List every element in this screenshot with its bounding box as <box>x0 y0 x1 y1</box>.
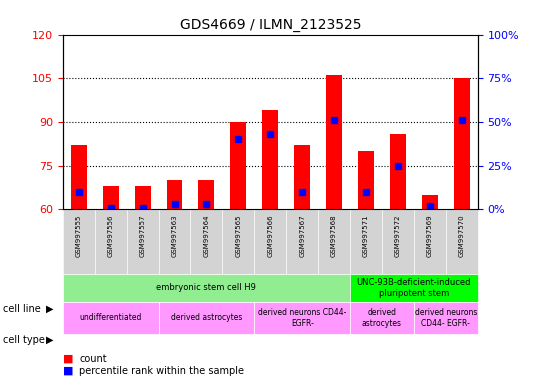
Bar <box>414 302 478 334</box>
Text: GSM997557: GSM997557 <box>140 215 146 257</box>
Text: derived neurons
CD44- EGFR-: derived neurons CD44- EGFR- <box>414 308 477 328</box>
Bar <box>446 209 478 274</box>
Text: GSM997563: GSM997563 <box>171 215 177 257</box>
Bar <box>63 209 94 274</box>
Text: cell line: cell line <box>3 304 40 314</box>
Bar <box>158 302 254 334</box>
Text: GSM997566: GSM997566 <box>268 215 273 257</box>
Bar <box>350 209 382 274</box>
Text: GSM997571: GSM997571 <box>363 215 369 257</box>
Text: GSM997572: GSM997572 <box>395 215 401 257</box>
Bar <box>358 151 374 209</box>
Bar <box>254 209 286 274</box>
Text: ▶: ▶ <box>46 304 54 314</box>
Bar <box>127 209 158 274</box>
Text: cell type: cell type <box>3 335 45 345</box>
Text: UNC-93B-deficient-induced
pluripotent stem: UNC-93B-deficient-induced pluripotent st… <box>357 278 471 298</box>
Bar <box>103 186 118 209</box>
Text: undifferentiated: undifferentiated <box>80 313 142 322</box>
Text: GSM997569: GSM997569 <box>427 215 433 257</box>
Text: GSM997564: GSM997564 <box>204 215 210 257</box>
Bar <box>191 209 222 274</box>
Text: derived astrocytes: derived astrocytes <box>171 313 242 322</box>
Bar <box>94 209 127 274</box>
Text: derived
astrocytes: derived astrocytes <box>362 308 402 328</box>
Bar <box>63 274 350 302</box>
Text: GSM997556: GSM997556 <box>108 215 114 257</box>
Bar <box>135 186 151 209</box>
Title: GDS4669 / ILMN_2123525: GDS4669 / ILMN_2123525 <box>180 18 361 32</box>
Bar <box>158 209 191 274</box>
Bar <box>262 110 278 209</box>
Text: GSM997555: GSM997555 <box>76 215 82 257</box>
Bar <box>222 209 254 274</box>
Text: ▶: ▶ <box>46 335 54 345</box>
Bar <box>71 145 87 209</box>
Bar <box>382 209 414 274</box>
Bar <box>294 145 310 209</box>
Text: ■: ■ <box>63 366 73 376</box>
Bar <box>350 274 478 302</box>
Bar <box>63 302 158 334</box>
Text: GSM997568: GSM997568 <box>331 215 337 257</box>
Text: ■: ■ <box>63 354 73 364</box>
Text: count: count <box>79 354 107 364</box>
Bar <box>230 122 246 209</box>
Bar <box>198 180 215 209</box>
Bar <box>454 78 470 209</box>
Bar <box>422 195 438 209</box>
Text: GSM997567: GSM997567 <box>299 215 305 257</box>
Bar <box>286 209 318 274</box>
Text: GSM997570: GSM997570 <box>459 215 465 257</box>
Text: GSM997565: GSM997565 <box>235 215 241 257</box>
Bar <box>390 134 406 209</box>
Bar <box>318 209 350 274</box>
Bar <box>254 302 350 334</box>
Bar <box>167 180 182 209</box>
Text: embryonic stem cell H9: embryonic stem cell H9 <box>157 283 257 292</box>
Text: percentile rank within the sample: percentile rank within the sample <box>79 366 244 376</box>
Text: derived neurons CD44-
EGFR-: derived neurons CD44- EGFR- <box>258 308 346 328</box>
Bar <box>350 302 414 334</box>
Bar <box>414 209 446 274</box>
Bar <box>326 75 342 209</box>
